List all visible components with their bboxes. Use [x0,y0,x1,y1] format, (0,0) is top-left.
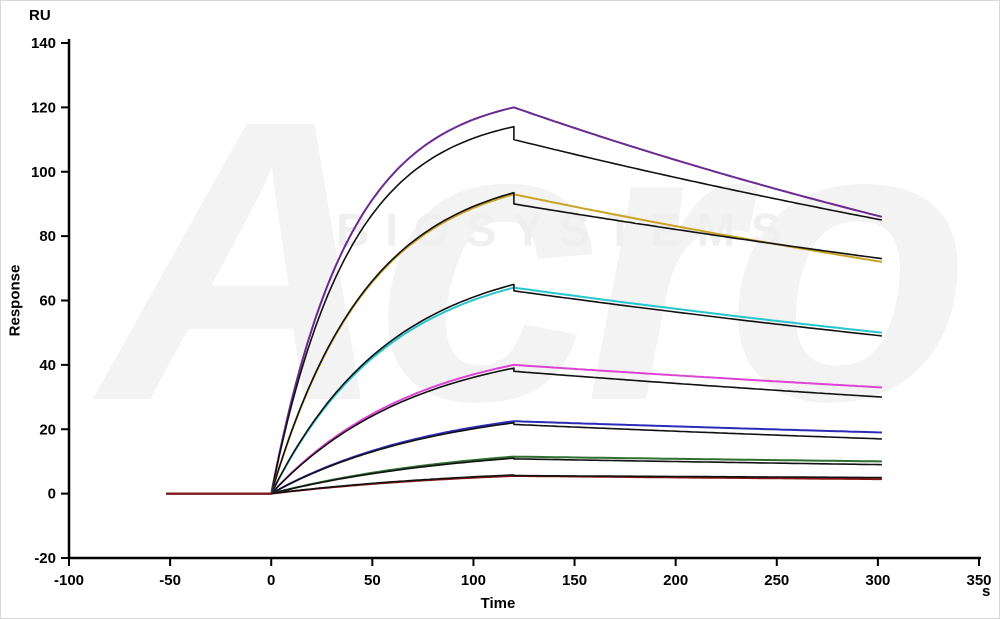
y-tick-label: -20 [34,550,56,567]
series-2-curve [166,193,883,495]
series-4-fit-curve [270,367,882,495]
x-tick-label: 350 [966,572,991,589]
x-tick-label: -100 [54,572,84,589]
x-axis-title: Time [480,595,516,612]
y-tick-label: 100 [31,164,56,181]
x-tick-label: 0 [267,572,275,589]
series-3-curve [166,286,882,495]
series-1-curve [166,106,883,495]
x-tick-label: 250 [764,572,789,589]
y-axis-title: Response [6,264,24,337]
x-tick-label: 100 [461,572,486,589]
series-6-fit-curve [271,457,882,495]
x-tick-label: 200 [663,572,688,589]
series-5-fit-curve [270,422,882,495]
series-2-fit-curve [270,191,883,494]
series-1-fit-curve [270,125,883,494]
y-tick-label: 140 [31,35,56,52]
x-axis-unit: s [982,583,991,600]
y-tick-label: 40 [39,357,56,374]
y-tick-label: 60 [39,293,56,310]
x-tick-label: 50 [364,572,381,589]
y-axis-unit: RU [29,7,51,24]
y-tick-label: 80 [39,228,56,245]
y-tick-label: 0 [48,486,56,503]
x-tick-label: -50 [159,572,181,589]
x-tick-label: 300 [865,572,890,589]
series-7-fit-curve [271,474,882,495]
series-3-fit-curve [270,283,882,494]
x-tick-label: 150 [562,572,587,589]
y-tick-label: 120 [31,99,56,116]
series-4-curve [166,363,882,495]
y-tick-label: 20 [39,421,56,438]
